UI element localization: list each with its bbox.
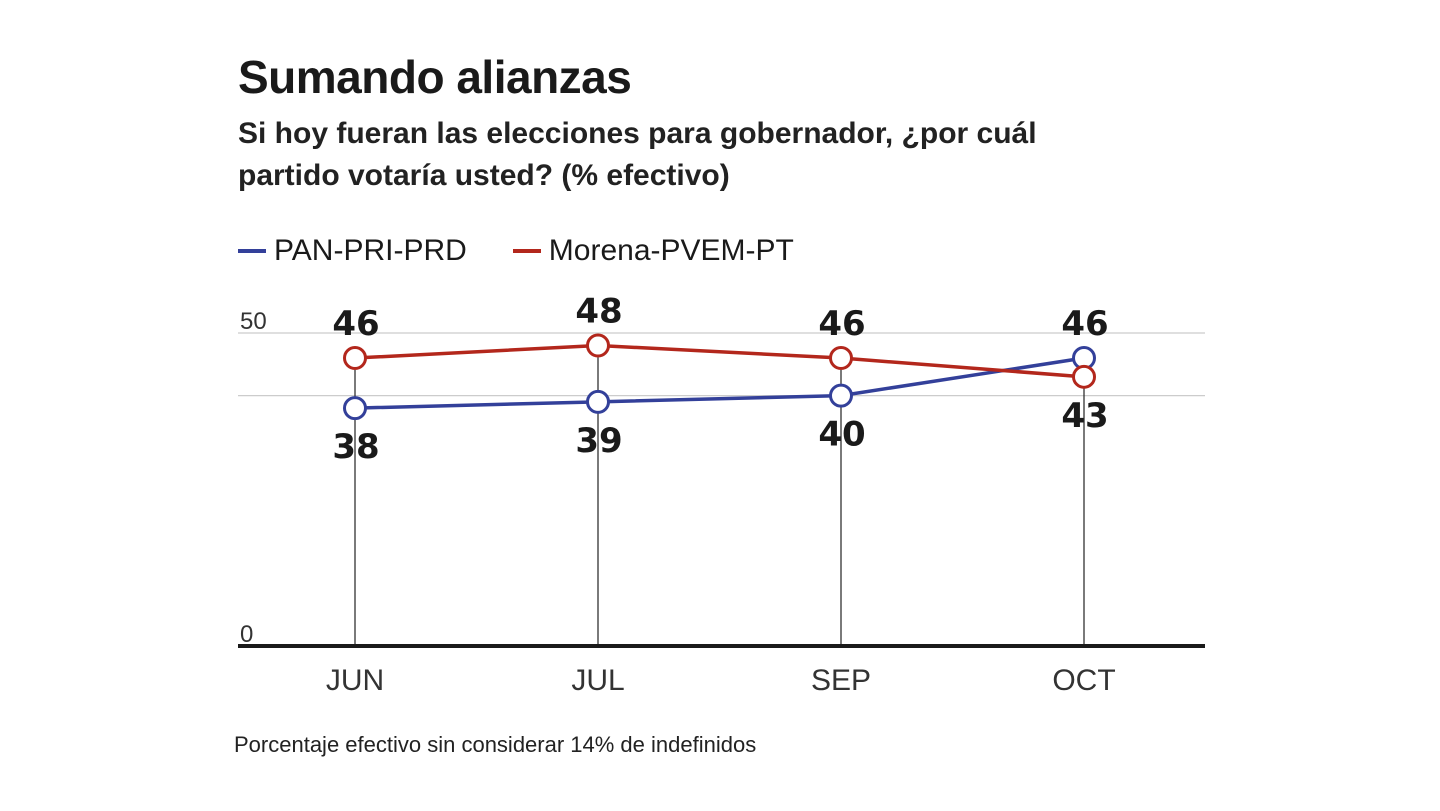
x-tick-label-jun: JUN [326,664,384,697]
y-tick-label-50: 50 [240,308,267,335]
x-tick-label-sep: SEP [811,664,871,697]
point-pan-pri-prd-jun [343,396,367,421]
chart-title: Sumando alianzas [238,51,632,103]
point-pan-pri-prd-jul [586,389,610,414]
x-tick-label-oct: OCT [1052,664,1115,697]
point-morena-pvem-pt-jun [343,346,367,371]
point-morena-pvem-pt-oct [1072,364,1096,389]
data-label-morena-pvem-pt-sep: 46 [818,304,865,344]
legend-item-pan-pri-prd: PAN-PRI-PRD [238,234,467,268]
footnote: Porcentaje efectivo sin considerar 14% d… [234,732,757,757]
y-tick-label-0: 0 [240,621,253,648]
data-label-pan-pri-prd-jun: 38 [332,427,379,467]
data-label-pan-pri-prd-sep: 40 [818,415,865,455]
chart-subtitle: Si hoy fueran las elecciones para gobern… [238,117,1037,192]
x-tick-label-jul: JUL [571,664,624,697]
data-label-morena-pvem-pt-oct: 43 [1061,396,1108,436]
legend-swatch-morena-pvem-pt [512,249,541,253]
data-label-morena-pvem-pt-jun: 46 [332,304,379,344]
point-pan-pri-prd-sep [829,383,853,408]
legend-label-morena-pvem-pt: Morena-PVEM-PT [548,234,794,267]
legend-swatch-pan-pri-prd [238,249,266,253]
legend-label-pan-pri-prd: PAN-PRI-PRD [274,234,467,267]
data-label-morena-pvem-pt-jul: 48 [575,292,622,332]
series-line-morena-pvem-pt [354,343,1085,379]
data-label-pan-pri-prd-oct: 46 [1061,304,1108,344]
point-morena-pvem-pt-jul [586,333,610,358]
series-line-pan-pri-prd [354,356,1085,410]
data-label-pan-pri-prd-jul: 39 [575,421,622,461]
point-morena-pvem-pt-sep [829,346,853,371]
legend-item-morena-pvem-pt: Morena-PVEM-PT [512,234,794,268]
legend: PAN-PRI-PRD Morena-PVEM-PT [238,234,840,268]
